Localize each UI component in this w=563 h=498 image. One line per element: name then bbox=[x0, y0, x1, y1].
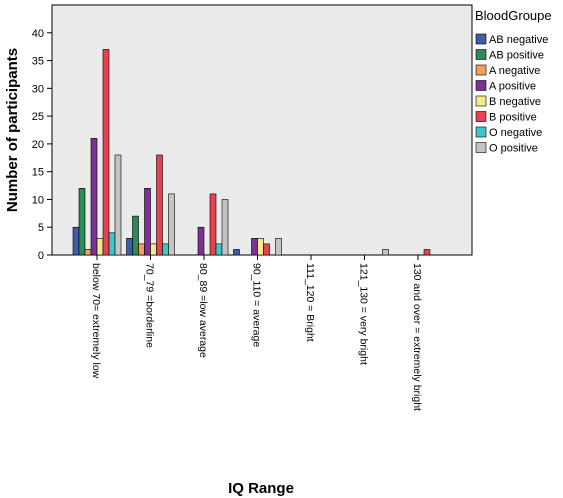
legend-swatch bbox=[475, 49, 487, 60]
bar-b-negative bbox=[257, 238, 264, 256]
legend-swatch bbox=[475, 64, 487, 76]
bar-o-negative bbox=[162, 243, 169, 256]
y-tick-label: 30 bbox=[32, 83, 44, 95]
y-tick-label: 35 bbox=[32, 56, 44, 68]
y-axis-ticks: 0 5 10 15 20 25 30 35 40 bbox=[32, 28, 52, 262]
bar-o-positive bbox=[221, 199, 229, 256]
bar-a-positive bbox=[90, 138, 98, 256]
legend-label: AB positive bbox=[489, 50, 544, 62]
bar-b-negative bbox=[96, 238, 104, 256]
legend-label: A positive bbox=[489, 81, 536, 93]
legend-swatch bbox=[475, 126, 487, 138]
y-tick-label: 40 bbox=[32, 28, 44, 40]
x-axis-title: IQ Range bbox=[228, 480, 294, 497]
legend-label: AB negative bbox=[489, 34, 548, 46]
x-axis-categories: below 70= extremely low 70_79 =borderline… bbox=[90, 255, 423, 411]
bar-a-negative bbox=[84, 249, 92, 256]
x-category-label: 111_120 = Bright bbox=[304, 263, 316, 342]
bar-ab-negative bbox=[233, 249, 240, 256]
legend-label: O negative bbox=[489, 127, 542, 139]
bar-a-positive bbox=[197, 226, 205, 256]
y-tick-label: 15 bbox=[32, 167, 44, 179]
bar-ab-positive bbox=[78, 188, 86, 256]
y-tick-label: 0 bbox=[38, 250, 44, 262]
legend-label: B negative bbox=[489, 96, 541, 108]
x-category-label: 121_130 = very bright bbox=[358, 263, 370, 365]
legend-swatch bbox=[475, 33, 487, 45]
legend-label: A negative bbox=[489, 65, 540, 77]
x-category-label: 80_89 =low average bbox=[197, 263, 209, 358]
bar-o-positive bbox=[275, 238, 282, 256]
y-tick-label: 25 bbox=[32, 111, 44, 123]
bar-a-positive bbox=[144, 188, 151, 256]
legend-swatch bbox=[475, 95, 487, 107]
bar-o-negative bbox=[215, 243, 223, 256]
legend-swatch bbox=[475, 80, 487, 91]
bar-b-negative bbox=[150, 243, 157, 256]
bars-layer bbox=[72, 49, 431, 256]
x-category-label: 130 and over = extremely bright bbox=[411, 263, 423, 411]
plot-area bbox=[51, 4, 473, 256]
bar-b-positive bbox=[423, 249, 431, 256]
bar-ab-negative bbox=[126, 238, 133, 256]
bar-a-negative bbox=[138, 243, 145, 256]
y-axis-title: Number of participants bbox=[4, 48, 21, 212]
legend-title: BloodGroupe bbox=[475, 8, 552, 23]
x-category-label: 70_79 =borderline bbox=[144, 263, 156, 348]
bar-o-positive bbox=[114, 154, 122, 256]
bar-b-positive bbox=[209, 193, 217, 256]
x-category-label: below 70= extremely low bbox=[90, 263, 102, 379]
bar-o-positive bbox=[382, 249, 389, 256]
bar-o-positive bbox=[168, 193, 175, 256]
y-tick-label: 10 bbox=[32, 194, 44, 206]
legend-swatch bbox=[475, 111, 487, 122]
legend-label: B positive bbox=[489, 112, 537, 124]
y-tick-label: 20 bbox=[32, 139, 44, 151]
y-tick-label: 5 bbox=[38, 222, 44, 234]
bar-ab-positive bbox=[132, 215, 139, 256]
legend-label: O positive bbox=[489, 143, 538, 155]
legend-swatch bbox=[475, 142, 487, 153]
x-category-label: 90_110 = average bbox=[251, 263, 263, 347]
bar-o-negative bbox=[108, 232, 116, 256]
bar-b-positive bbox=[156, 154, 163, 256]
bar-ab-negative bbox=[72, 226, 80, 256]
bar-a-positive bbox=[251, 238, 258, 256]
bar-b-positive bbox=[263, 243, 270, 256]
bar-b-positive bbox=[102, 49, 110, 256]
legend: BloodGroupe AB negative AB positive A nega… bbox=[475, 8, 552, 155]
